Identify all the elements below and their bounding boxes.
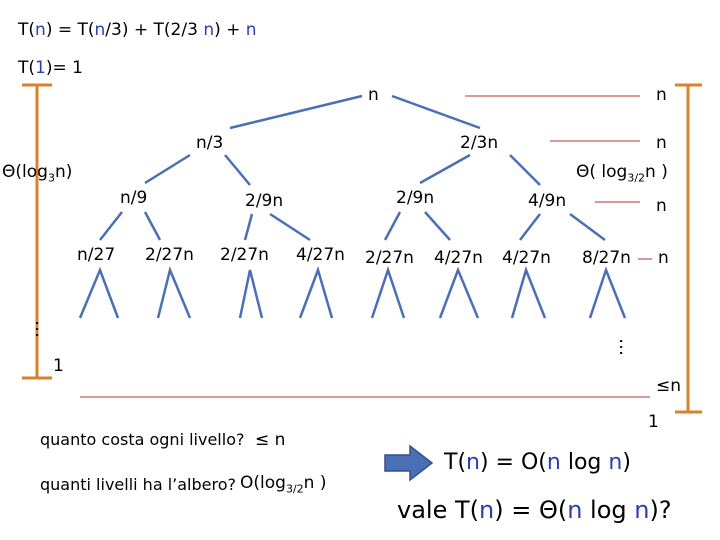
right-height-label: Θ( log3/2n )	[576, 162, 668, 185]
edge-23n-left	[419, 153, 471, 185]
subtree-triangle	[78, 266, 120, 319]
dots-right: …	[615, 338, 636, 356]
node-level2-3: 4/9n	[528, 191, 567, 211]
conclusion-upper-bound: T(n) = O(n log n)	[444, 450, 631, 475]
answer-level-cost: ≤ n	[255, 430, 286, 450]
subtree-triangle	[438, 266, 480, 319]
node-root: n	[368, 85, 379, 105]
edge-l2-3a	[383, 211, 402, 241]
subtree-triangle	[510, 266, 547, 319]
edge-root-left	[229, 94, 363, 130]
base-case: T(1)= 1	[18, 58, 83, 78]
subtree-triangles	[78, 266, 627, 319]
subtree-triangle	[370, 266, 406, 319]
edge-l2-2a	[243, 213, 254, 241]
level-cost-last: ≤n	[656, 376, 682, 396]
right-height-bracket	[675, 83, 702, 414]
node-level2-2: 2/9n	[396, 188, 435, 208]
edge-l2-2b	[269, 212, 311, 242]
edge-l2-4b	[569, 212, 606, 242]
node-level2-1: 2/9n	[245, 191, 284, 211]
node-level3-1: 2/27n	[145, 245, 194, 265]
leaf-left: 1	[53, 356, 64, 376]
edge-root-right	[391, 94, 481, 130]
node-level3-5: 4/27n	[434, 248, 483, 268]
edge-l2-1a	[99, 211, 123, 241]
node-level3-4: 2/27n	[365, 248, 414, 268]
edge-l2-1b	[143, 211, 162, 241]
node-level3-3: 4/27n	[296, 245, 345, 265]
node-level1-1: 2/3n	[460, 133, 499, 153]
node-level3-6: 4/27n	[502, 248, 551, 268]
node-level1-0: n/3	[196, 133, 224, 153]
subtree-triangle	[156, 266, 192, 319]
node-level2-0: n/9	[120, 188, 148, 208]
level-guide-lines	[80, 95, 652, 398]
edge-l2-4a	[519, 213, 541, 241]
conclusion-tight-bound-question: vale T(n) = Θ(n log n)?	[397, 496, 672, 524]
edge-l2-3b	[424, 211, 451, 241]
subtree-triangle	[298, 266, 334, 319]
subtree-triangle	[238, 269, 264, 319]
edge-n3-right	[224, 154, 251, 186]
dots-left: …	[31, 320, 52, 338]
node-level3-0: n/27	[77, 245, 116, 265]
subtree-triangle	[588, 266, 627, 319]
implication-arrow	[384, 444, 434, 482]
level-cost-2: n	[656, 196, 667, 216]
left-height-label: Θ(log3n)	[2, 162, 73, 185]
edge-n3-left	[144, 153, 191, 185]
question-tree-levels: quanti livelli ha l’albero?	[40, 475, 236, 494]
left-height-bracket	[22, 83, 52, 380]
level-cost-0: n	[656, 85, 667, 105]
node-level3-7: 8/27n	[582, 248, 631, 268]
level-cost-1: n	[656, 133, 667, 153]
recurrence-equation: T(n) = T(n/3) + T(2/3 n) + n	[18, 20, 257, 40]
question-level-cost: quanto costa ogni livello?	[40, 430, 245, 449]
edge-23n-right	[509, 154, 541, 186]
leaf-right: 1	[648, 412, 659, 432]
answer-tree-levels: O(log3/2n )	[240, 473, 327, 496]
node-level3-2: 2/27n	[220, 245, 269, 265]
level-cost-3: n	[658, 248, 669, 268]
